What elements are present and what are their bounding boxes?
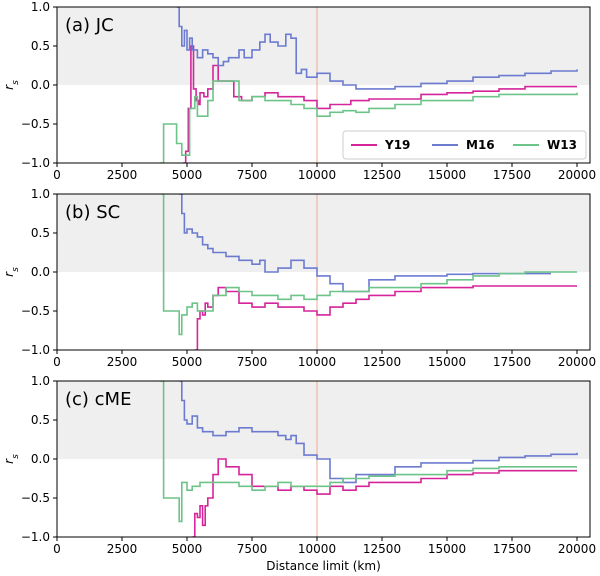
x-tick-label: 5000	[172, 355, 203, 369]
x-tick-label: 20000	[558, 542, 596, 556]
x-tick-label: 10000	[298, 542, 336, 556]
y-tick-label: −1.0	[21, 343, 50, 357]
y-tick-label: −1.0	[21, 530, 50, 544]
y-tick-label: −1.0	[21, 156, 50, 170]
series-line-m16	[176, 7, 578, 90]
positive-region-shade	[57, 381, 590, 459]
series-line-w13	[159, 381, 577, 523]
y-tick-label: 0.5	[31, 39, 50, 53]
legend-label-w13: W13	[547, 138, 577, 152]
y-tick-label: 0.0	[31, 265, 50, 279]
y-tick-label: 0.0	[31, 452, 50, 466]
x-tick-label: 0	[53, 168, 61, 182]
y-tick-label: −0.5	[21, 491, 50, 505]
x-tick-label: 7500	[237, 168, 268, 182]
y-tick-label: 1.0	[31, 187, 50, 201]
panel-title: (c) cME	[65, 389, 131, 410]
x-tick-label: 17500	[493, 542, 531, 556]
y-axis-label: rs	[2, 267, 21, 277]
y-tick-label: 0.5	[31, 413, 50, 427]
x-tick-label: 10000	[298, 355, 336, 369]
positive-region-shade	[57, 194, 590, 272]
y-tick-label: 1.0	[31, 374, 50, 388]
x-tick-label: 12500	[363, 168, 401, 182]
x-tick-label: 15000	[428, 542, 466, 556]
y-axis-label: rs	[2, 454, 21, 464]
y-tick-label: 0.0	[31, 78, 50, 92]
x-tick-label: 12500	[363, 355, 401, 369]
x-axis-label: Distance limit (km)	[266, 559, 381, 573]
x-tick-label: 20000	[558, 355, 596, 369]
x-tick-label: 12500	[363, 542, 401, 556]
series-line-m16	[179, 194, 551, 293]
series-line-m16	[179, 381, 578, 484]
x-tick-label: 5000	[172, 168, 203, 182]
y-axis-label: rs	[2, 80, 21, 90]
series-line-w13	[159, 80, 578, 163]
series-line-w13	[161, 194, 577, 336]
x-tick-label: 15000	[428, 168, 466, 182]
x-tick-label: 2500	[107, 355, 138, 369]
x-tick-label: 7500	[237, 355, 268, 369]
x-tick-label: 0	[53, 355, 61, 369]
x-tick-label: 10000	[298, 168, 336, 182]
panel-title: (a) JC	[65, 15, 114, 36]
positive-region-shade	[57, 7, 590, 85]
x-tick-label: 17500	[493, 168, 531, 182]
x-tick-label: 7500	[237, 542, 268, 556]
y-tick-label: 0.5	[31, 226, 50, 240]
x-tick-label: 15000	[428, 355, 466, 369]
series-line-y19	[192, 458, 577, 537]
legend-box	[342, 130, 587, 160]
y-tick-label: 1.0	[31, 0, 50, 14]
x-tick-label: 17500	[493, 355, 531, 369]
series-line-y19	[194, 285, 577, 350]
x-tick-label: 2500	[107, 168, 138, 182]
x-tick-label: 2500	[107, 542, 138, 556]
x-tick-label: 0	[53, 542, 61, 556]
panel-title: (b) SC	[65, 202, 120, 223]
y-tick-label: −0.5	[21, 117, 50, 131]
x-tick-label: 20000	[558, 168, 596, 182]
legend-label-m16: M16	[466, 138, 495, 152]
x-tick-label: 5000	[172, 542, 203, 556]
y-tick-label: −0.5	[21, 304, 50, 318]
legend-label-y19: Y19	[384, 138, 410, 152]
